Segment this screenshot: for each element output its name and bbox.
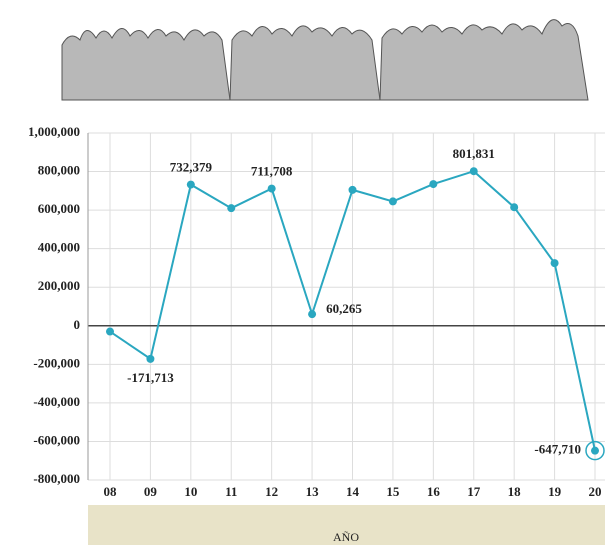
crowd-illustration (61, 19, 589, 101)
y-tick-label: 0 (74, 317, 81, 332)
point (308, 310, 317, 319)
point (146, 354, 155, 363)
point (227, 204, 236, 213)
y-tick-label: 800,000 (38, 163, 80, 178)
x-tick-label: 20 (589, 484, 602, 499)
highlight-ring (585, 440, 605, 461)
point (186, 180, 195, 189)
point (267, 184, 276, 193)
y-tick-label: -200,000 (33, 355, 80, 370)
y-tick-label: -800,000 (33, 471, 80, 486)
point (550, 259, 559, 268)
x-axis-label: AÑO (333, 530, 359, 544)
x-tick-label: 19 (548, 484, 562, 499)
point (510, 203, 519, 212)
y-tick-label: 1,000,000 (28, 124, 80, 139)
point (591, 446, 599, 455)
x-tick-label: 09 (144, 484, 158, 499)
x-tick-label: 18 (508, 484, 522, 499)
y-tick-label: 200,000 (38, 278, 80, 293)
point (429, 180, 438, 189)
value-label: 711,708 (251, 164, 293, 179)
point (348, 185, 357, 194)
point (388, 197, 397, 206)
point (469, 167, 478, 176)
value-label: 60,265 (326, 301, 362, 316)
y-tick-label: 600,000 (38, 201, 80, 216)
value-label: -647,710 (534, 442, 581, 457)
x-tick-label: 10 (184, 484, 197, 499)
x-tick-label: 12 (265, 484, 278, 499)
x-tick-label: 08 (104, 484, 118, 499)
y-tick-label: -400,000 (33, 394, 80, 409)
x-axis-band (88, 505, 605, 545)
point (106, 327, 114, 336)
value-label: 732,379 (170, 160, 213, 175)
x-tick-label: 17 (467, 484, 481, 499)
x-tick-label: 11 (225, 484, 237, 499)
value-label: -171,713 (127, 370, 174, 385)
x-tick-label: 16 (427, 484, 441, 499)
x-tick-label: 14 (346, 484, 360, 499)
x-tick-label: 13 (306, 484, 320, 499)
value-label: 801,831 (453, 146, 495, 161)
y-tick-label: 400,000 (38, 240, 80, 255)
x-tick-label: 15 (386, 484, 400, 499)
y-tick-label: -600,000 (33, 432, 80, 447)
